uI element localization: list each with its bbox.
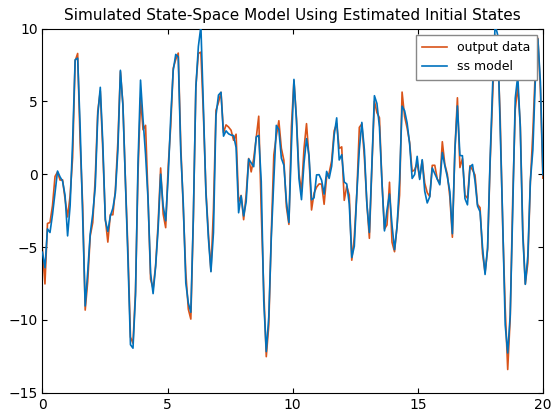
output data — [132, 289, 139, 294]
output data — [505, 367, 511, 372]
ss model — [132, 293, 139, 298]
Line: output data: output data — [43, 35, 543, 370]
ss model — [39, 249, 46, 255]
output data — [520, 228, 526, 234]
Title: Simulated State-Space Model Using Estimated Initial States: Simulated State-Space Model Using Estima… — [64, 8, 521, 24]
ss model — [505, 350, 511, 355]
ss model — [539, 172, 546, 177]
output data — [39, 247, 46, 252]
Legend: output data, ss model: output data, ss model — [416, 35, 536, 80]
output data — [539, 176, 546, 181]
output data — [59, 177, 66, 182]
ss model — [59, 178, 66, 184]
output data — [69, 155, 76, 160]
ss model — [172, 52, 179, 57]
output data — [172, 57, 179, 62]
ss model — [69, 139, 76, 144]
ss model — [520, 233, 526, 238]
ss model — [492, 22, 498, 27]
Line: ss model: ss model — [43, 24, 543, 353]
output data — [492, 33, 498, 38]
ss model — [500, 217, 506, 222]
output data — [500, 223, 506, 228]
